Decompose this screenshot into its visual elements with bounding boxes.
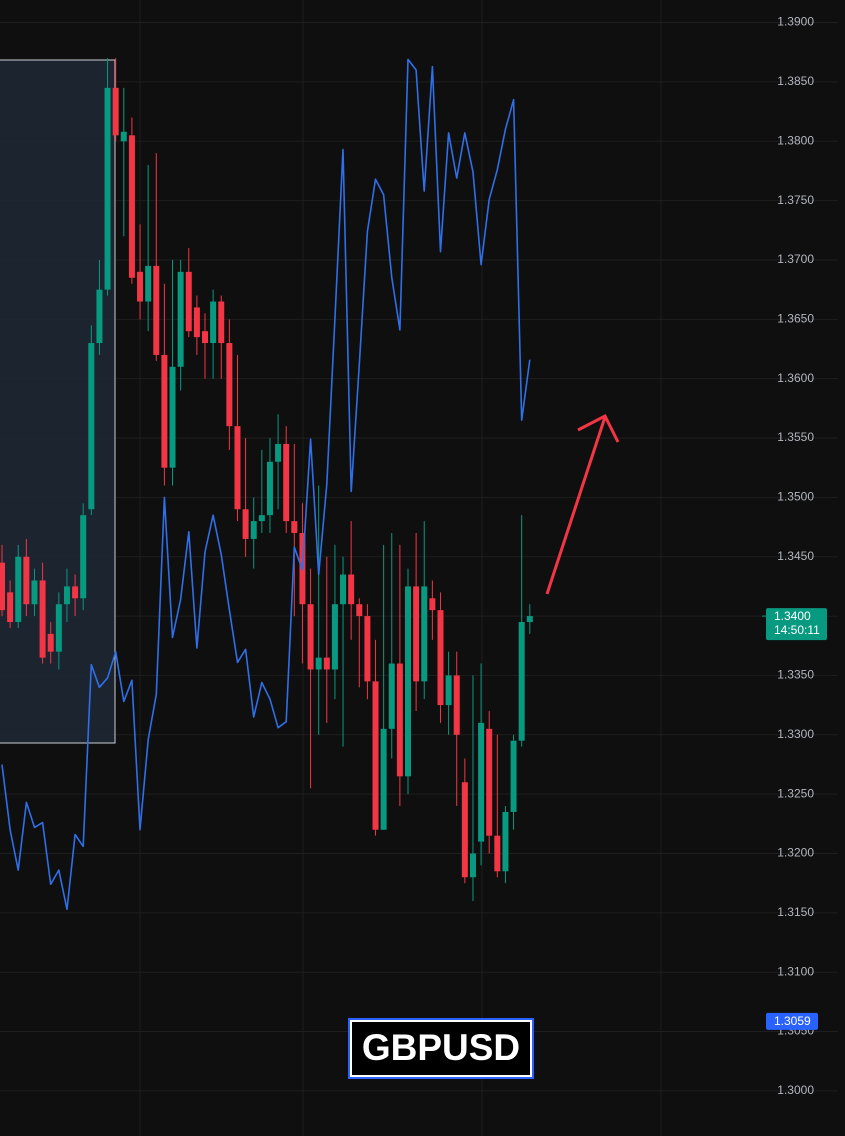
candle-body bbox=[63, 586, 70, 605]
candle-body bbox=[502, 811, 509, 872]
y-tick-label: 1.3100 bbox=[777, 964, 814, 978]
candle-body bbox=[396, 663, 403, 777]
candle-body bbox=[218, 301, 225, 344]
candle-body bbox=[315, 657, 322, 670]
candle-body bbox=[31, 580, 38, 605]
candle-body bbox=[510, 740, 517, 812]
y-tick-label: 1.3750 bbox=[777, 193, 814, 207]
candle-body bbox=[275, 443, 282, 462]
y-tick-label: 1.3250 bbox=[777, 786, 814, 800]
candle-body bbox=[88, 343, 95, 510]
candle-body bbox=[291, 521, 298, 533]
price-marker-tag bbox=[766, 1012, 818, 1030]
symbol: GBPUSD bbox=[362, 1027, 520, 1068]
current-price-tag bbox=[766, 608, 827, 641]
candle-body bbox=[323, 657, 330, 670]
price-marker-label: 1.3059 bbox=[774, 1014, 811, 1028]
candle-body bbox=[193, 307, 200, 338]
candle-body bbox=[104, 87, 111, 290]
y-tick-label: 1.3000 bbox=[777, 1083, 814, 1097]
y-tick-label: 1.3550 bbox=[777, 430, 814, 444]
candle-body bbox=[177, 271, 184, 367]
y-tick-label: 1.3500 bbox=[777, 490, 814, 504]
overlay-line bbox=[1, 58, 531, 911]
candle-body bbox=[461, 782, 468, 878]
y-tick-label: 1.3900 bbox=[777, 15, 814, 29]
candle-body bbox=[388, 663, 395, 729]
candle-body bbox=[137, 271, 144, 302]
y-tick-label: 1.3800 bbox=[777, 133, 814, 147]
y-tick-label: 1.3450 bbox=[777, 549, 814, 563]
y-tick-label: 1.3350 bbox=[777, 668, 814, 682]
candle-body bbox=[421, 586, 428, 682]
candle-body bbox=[494, 835, 501, 872]
candle-body bbox=[331, 604, 338, 670]
symbol-box-inner bbox=[350, 1020, 532, 1077]
symbol-box: GBPUSD bbox=[348, 1018, 534, 1079]
candle-body bbox=[429, 598, 436, 611]
y-tick-label: 1.3200 bbox=[777, 846, 814, 860]
candle-body bbox=[202, 331, 208, 344]
arrow-shaft bbox=[545, 416, 607, 595]
candle-body bbox=[120, 131, 127, 142]
candle-body bbox=[518, 622, 525, 741]
candle-body bbox=[210, 301, 217, 344]
arrow-head bbox=[577, 413, 620, 443]
candle-body bbox=[234, 426, 241, 510]
candle-body bbox=[47, 633, 54, 652]
y-tick-label: 1.3300 bbox=[777, 727, 814, 741]
y-tick-label: 1.3150 bbox=[777, 905, 814, 919]
candle-body bbox=[128, 135, 135, 278]
candle-body bbox=[445, 675, 452, 706]
candle-body bbox=[112, 87, 119, 136]
candle-body bbox=[526, 616, 533, 623]
countdown-label: 14:50:11 bbox=[774, 623, 820, 637]
candle-body bbox=[55, 604, 62, 652]
candle-body bbox=[39, 580, 46, 658]
candle-body bbox=[340, 574, 347, 605]
candle-body bbox=[469, 853, 476, 878]
candle-body bbox=[356, 604, 363, 617]
candle-body bbox=[161, 354, 168, 468]
candle-body bbox=[185, 271, 192, 332]
candle-body bbox=[453, 675, 460, 735]
candle-body bbox=[23, 556, 30, 605]
candle-body bbox=[283, 443, 290, 522]
candle-body bbox=[80, 515, 87, 599]
candle-body bbox=[153, 265, 160, 355]
candle-body bbox=[169, 366, 176, 468]
candle-body bbox=[96, 289, 103, 344]
candle-body bbox=[7, 592, 14, 623]
candle-body bbox=[405, 586, 411, 777]
candle-body bbox=[437, 610, 444, 706]
y-tick-label: 1.3600 bbox=[777, 371, 814, 385]
y-tick-label: 1.3700 bbox=[777, 252, 814, 266]
current-price-label: 1.3400 bbox=[774, 609, 811, 623]
candle-body bbox=[266, 461, 273, 516]
candle-body bbox=[15, 556, 22, 623]
candle-body bbox=[250, 521, 257, 539]
candle-body bbox=[258, 515, 265, 522]
candle-body bbox=[413, 586, 420, 682]
candle-body bbox=[145, 265, 152, 302]
y-tick-label: 1.3650 bbox=[777, 311, 814, 325]
candle-body bbox=[348, 574, 355, 605]
arrow bbox=[545, 413, 620, 595]
candle-body bbox=[0, 562, 5, 611]
candle-body bbox=[478, 722, 485, 842]
candle-body bbox=[380, 728, 387, 830]
candle-body bbox=[372, 681, 379, 830]
candle-body bbox=[486, 728, 493, 836]
candle-body bbox=[72, 586, 79, 599]
candle-body bbox=[242, 509, 249, 539]
candle-body bbox=[307, 604, 314, 670]
candle-body bbox=[226, 343, 233, 427]
y-tick-label: 1.3850 bbox=[777, 74, 814, 88]
candle-body bbox=[364, 616, 371, 682]
